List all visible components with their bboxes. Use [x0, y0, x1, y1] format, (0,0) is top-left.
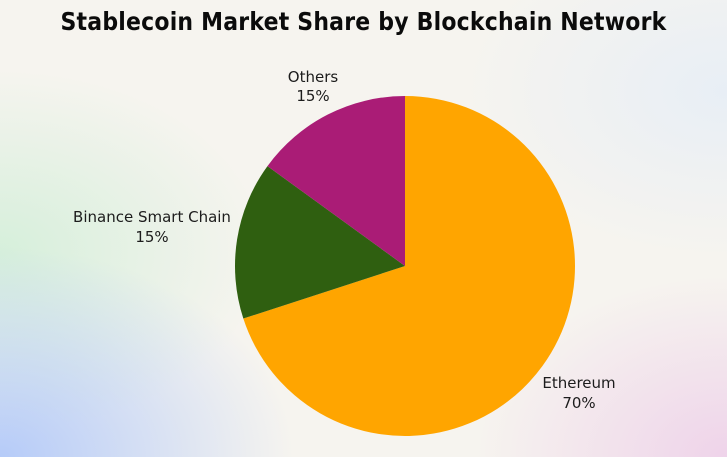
pie-slice-ethereum: [243, 96, 576, 437]
slice-label-value: 15%: [135, 228, 168, 246]
slice-label-value: 15%: [296, 87, 329, 105]
slice-label-name: Others: [288, 68, 339, 86]
slice-label-name: Ethereum: [542, 374, 615, 392]
chart-title: Stablecoin Market Share by Blockchain Ne…: [60, 8, 667, 37]
pie-slice-binance-smart-chain: [234, 166, 405, 319]
slice-label-value: 70%: [562, 394, 595, 412]
pie-slice-others: [267, 96, 405, 266]
pie-slices: [234, 96, 576, 437]
slice-label-name: Binance Smart Chain: [73, 208, 231, 226]
